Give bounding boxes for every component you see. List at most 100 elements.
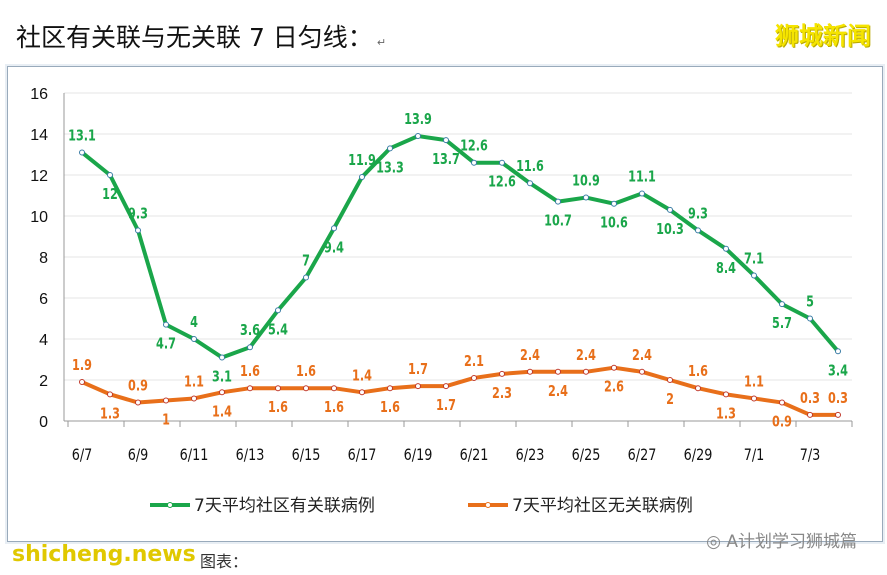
data-point — [639, 368, 645, 375]
data-point — [695, 227, 701, 234]
data-point — [107, 391, 113, 398]
data-point — [527, 368, 533, 375]
data-point — [79, 379, 85, 386]
x-tick-label: 7/1 — [744, 447, 765, 465]
data-label: 9.3 — [688, 206, 708, 223]
series-line-0 — [80, 134, 840, 360]
data-label: 11.9 — [348, 153, 376, 170]
x-tick-label: 6/11 — [180, 447, 209, 465]
data-label: 13.3 — [376, 160, 404, 177]
x-tick-label: 6/9 — [128, 447, 149, 465]
data-point — [723, 245, 729, 252]
x-tick-label: 6/17 — [348, 447, 377, 465]
data-point — [163, 397, 169, 404]
data-point — [751, 272, 757, 279]
data-point — [807, 315, 813, 322]
y-tick-label: 2 — [39, 373, 48, 390]
legend-label: 7天平均社区无关联病例 — [512, 496, 693, 516]
data-point — [387, 145, 393, 152]
data-label: 1.3 — [716, 406, 736, 423]
data-label: 11.1 — [628, 169, 656, 186]
y-tick-label: 16 — [30, 86, 48, 103]
data-label: 1.6 — [688, 364, 708, 381]
data-label: 2 — [666, 392, 674, 409]
data-point — [331, 385, 337, 392]
data-label: 1.7 — [408, 362, 428, 379]
data-label: 10.9 — [572, 173, 600, 190]
data-point — [107, 172, 113, 178]
data-point — [443, 137, 449, 144]
data-label: 13.7 — [432, 152, 460, 169]
y-tick-label: 6 — [39, 291, 48, 308]
x-tick-label: 6/15 — [292, 447, 321, 465]
data-label: 0.9 — [772, 414, 792, 431]
data-point — [387, 385, 393, 392]
data-label: 1.6 — [324, 400, 344, 417]
data-label: 8.4 — [716, 260, 736, 277]
y-tick-label: 4 — [39, 332, 48, 349]
data-point — [639, 190, 645, 197]
data-point — [611, 364, 617, 371]
data-label: 0.3 — [800, 390, 820, 407]
data-point — [835, 348, 841, 355]
chart-frame — [7, 66, 883, 542]
data-point — [695, 385, 701, 392]
data-label: 1.6 — [296, 364, 316, 381]
x-tick-label: 6/7 — [72, 447, 93, 465]
data-point — [555, 198, 561, 205]
data-point — [191, 336, 197, 342]
wechat-source: ◎ A计划学习狮城篇 — [706, 527, 857, 552]
chart-caption: 图表： — [200, 552, 249, 571]
page-title: 社区有关联与无关联 7 日匀线： ↵ — [16, 18, 386, 54]
legend-label: 7天平均社区有关联病例 — [194, 496, 375, 516]
x-tick-label: 6/29 — [684, 447, 713, 465]
data-label: 1.6 — [380, 400, 400, 417]
data-point — [359, 174, 365, 181]
data-point — [835, 411, 841, 418]
data-label: 13.9 — [404, 112, 432, 129]
data-point — [275, 385, 281, 392]
data-point — [359, 389, 365, 396]
legend-marker — [167, 502, 173, 508]
data-point — [499, 370, 505, 377]
wechat-icon: ◎ — [706, 532, 721, 552]
data-point — [723, 391, 729, 398]
data-point — [219, 354, 225, 361]
data-label: 9.4 — [324, 240, 344, 257]
data-point — [275, 307, 281, 314]
data-point — [163, 321, 169, 328]
x-tick-label: 7/3 — [800, 447, 821, 465]
data-point — [247, 385, 253, 392]
data-point — [807, 411, 813, 418]
data-label: 3.1 — [212, 369, 232, 386]
x-tick-label: 6/23 — [516, 447, 545, 465]
data-point — [555, 368, 561, 375]
data-label: 1.6 — [240, 364, 260, 381]
data-label: 12 — [102, 187, 118, 204]
data-label: 2.4 — [576, 347, 596, 364]
y-tick-label: 0 — [39, 414, 48, 431]
data-point — [219, 389, 225, 396]
data-point — [779, 399, 785, 406]
data-point — [667, 206, 673, 213]
data-label: 1.3 — [100, 406, 120, 423]
data-point — [471, 159, 477, 166]
x-tick-label: 6/27 — [628, 447, 657, 465]
title-text: 社区有关联与无关联 7 日匀线： — [16, 23, 373, 52]
data-point — [667, 377, 673, 383]
data-point — [191, 395, 197, 402]
data-label: 2.4 — [548, 383, 568, 400]
data-point — [443, 383, 449, 390]
data-label: 10.7 — [544, 213, 572, 230]
data-point — [471, 374, 477, 381]
data-point — [135, 227, 141, 234]
data-label: 3.4 — [828, 363, 848, 380]
data-label: 11.6 — [516, 159, 544, 176]
data-label: 9.3 — [128, 206, 148, 223]
x-tick-label: 6/25 — [572, 447, 601, 465]
data-point — [415, 133, 421, 140]
data-point — [135, 399, 141, 406]
y-tick-label: 14 — [30, 127, 48, 144]
data-label: 0.3 — [828, 390, 848, 407]
